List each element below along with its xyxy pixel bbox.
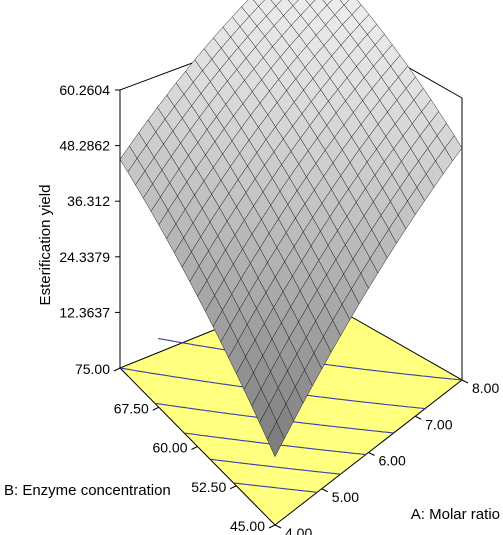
contour-line-0 — [233, 482, 318, 493]
response-surface — [119, 0, 463, 458]
y-axis-title: B: Enzyme concentration — [4, 482, 171, 499]
surface-cell — [267, 421, 285, 458]
y-tick-label: 52.50 — [191, 479, 226, 495]
x-tick-mark — [274, 524, 282, 529]
y-tick-mark — [113, 367, 121, 372]
y-tick-label: 67.50 — [114, 400, 149, 416]
x-tick-mark — [415, 415, 422, 420]
y-tick-mark — [268, 524, 276, 529]
x-tick-label: 4.00 — [285, 525, 312, 535]
contour-line-1 — [210, 458, 341, 475]
z-tick-label: 36.312 — [67, 193, 110, 209]
y-tick-mark — [152, 406, 159, 411]
y-tick-label: 60.00 — [152, 440, 187, 456]
z-axis-title: Esterification yield — [37, 185, 54, 306]
surface-cell — [322, 0, 333, 6]
x-tick-label: 8.00 — [472, 380, 499, 396]
x-axis-title: A: Molar ratio — [411, 506, 500, 523]
surface-cell — [287, 0, 299, 7]
x-tick-label: 5.00 — [332, 489, 359, 505]
surface-cell — [270, 0, 282, 7]
z-tick-label: 12.3637 — [59, 304, 110, 320]
z-tick-labels: 12.3637 24.3379 36.312 48.2862 60.2604 — [59, 82, 120, 320]
z-tick-label: 24.3379 — [59, 249, 110, 265]
y-tick-labels: 45.00 52.50 60.00 67.50 75.00 — [75, 361, 276, 534]
surface-cell — [339, 0, 350, 6]
x-tick-mark — [321, 488, 328, 493]
y-tick-mark — [230, 485, 237, 490]
surface-cell — [305, 0, 316, 6]
x-tick-labels: 4.00 5.00 6.00 7.00 8.00 — [274, 379, 499, 535]
x-tick-label: 6.00 — [379, 453, 406, 469]
z-tick-label: 60.2604 — [59, 82, 110, 98]
x-tick-mark — [461, 379, 469, 384]
y-tick-label: 45.00 — [230, 518, 265, 534]
x-tick-label: 7.00 — [425, 416, 452, 432]
x-tick-mark — [368, 452, 375, 456]
z-tick-label: 48.2862 — [59, 138, 110, 154]
y-tick-label: 75.00 — [75, 361, 110, 377]
y-tick-mark — [191, 446, 198, 450]
